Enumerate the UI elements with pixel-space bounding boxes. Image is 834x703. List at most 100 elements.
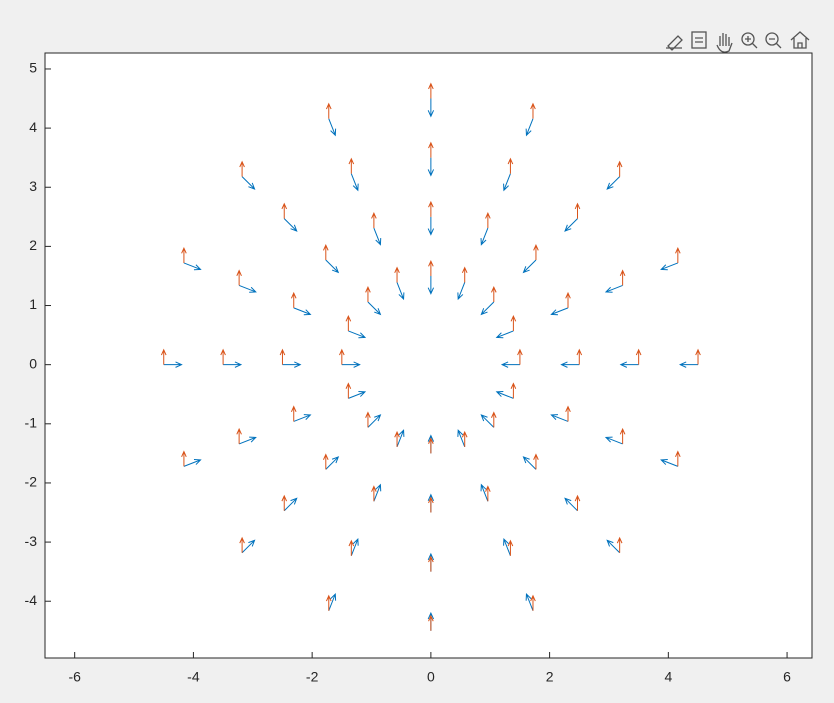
x-tick-label: 6	[783, 669, 791, 685]
arrow	[485, 212, 491, 229]
arrow	[241, 176, 256, 190]
arrow	[394, 430, 400, 447]
arrow	[325, 594, 332, 611]
arrow	[348, 157, 355, 174]
arrow	[293, 414, 312, 422]
arrow	[348, 539, 355, 556]
arrow	[339, 348, 345, 365]
brush-tool[interactable]	[666, 35, 683, 51]
arrow	[574, 202, 581, 219]
arrow	[220, 348, 226, 365]
arrow	[293, 307, 312, 316]
arrow	[223, 361, 243, 368]
arrow	[348, 330, 367, 339]
arrow	[323, 243, 329, 260]
arrow	[428, 496, 434, 513]
arrow	[350, 537, 359, 556]
arrow	[619, 269, 626, 286]
arrow	[616, 536, 623, 553]
arrow	[371, 212, 377, 229]
arrow	[428, 82, 434, 99]
arrow	[238, 436, 257, 445]
arrow	[428, 259, 434, 276]
arrow	[574, 494, 581, 511]
arrow	[236, 269, 242, 286]
arrow	[675, 450, 681, 467]
arrow	[491, 411, 497, 428]
x-tick-label: 2	[546, 669, 554, 685]
arrow	[480, 301, 495, 316]
arrow	[396, 429, 405, 448]
arrow	[565, 291, 571, 308]
arrow	[283, 218, 298, 232]
arrow	[279, 348, 286, 365]
arrow	[530, 594, 536, 611]
arrow	[565, 405, 571, 422]
arrow	[290, 405, 297, 422]
arrow	[163, 361, 183, 368]
arrow	[635, 348, 642, 365]
arrow	[328, 592, 337, 611]
arrow	[239, 160, 245, 177]
arrow	[495, 391, 514, 399]
arrow	[480, 483, 489, 502]
arrow	[283, 497, 298, 512]
y-tick-label: 3	[29, 178, 37, 194]
arrow	[373, 483, 382, 502]
arrow	[282, 361, 302, 368]
arrow	[564, 497, 578, 512]
arrow	[525, 592, 534, 611]
x-tick-label: 4	[664, 669, 672, 685]
axes-box	[44, 52, 813, 659]
arrow	[427, 216, 435, 236]
zoom-in-tool[interactable]	[741, 32, 758, 49]
arrow	[564, 218, 578, 232]
arrow	[427, 275, 435, 295]
datatip-tool[interactable]	[691, 31, 707, 49]
arrow	[550, 414, 569, 422]
arrow	[367, 301, 382, 316]
arrow	[533, 453, 539, 470]
arrow	[345, 382, 352, 399]
arrow	[507, 539, 514, 556]
arrow	[616, 160, 623, 177]
y-tick-label: -1	[25, 415, 38, 431]
arrow	[239, 536, 245, 553]
arrow	[461, 430, 468, 447]
arrow	[604, 284, 623, 293]
arrow	[606, 176, 621, 190]
arrow	[348, 391, 367, 399]
arrow	[160, 348, 167, 365]
arrow	[328, 118, 337, 137]
arrow	[181, 246, 187, 263]
plot-area	[45, 53, 812, 658]
arrow	[461, 266, 468, 283]
arrow	[619, 361, 639, 368]
arrow	[427, 98, 435, 118]
zoom-out-tool[interactable]	[765, 32, 782, 49]
arrow	[510, 382, 517, 399]
x-tick-label: -6	[68, 669, 81, 685]
pan-tool[interactable]	[716, 33, 733, 53]
arrow	[394, 266, 400, 283]
arrow	[183, 459, 202, 467]
y-tick-label: 1	[29, 296, 37, 312]
arrow	[510, 314, 517, 331]
home-tool[interactable]	[790, 31, 810, 49]
arrow	[365, 285, 371, 302]
arrow	[457, 429, 466, 448]
arrow	[576, 348, 583, 365]
y-tick-label: 5	[29, 60, 37, 76]
arrow	[675, 246, 681, 263]
arrow	[503, 537, 511, 556]
arrow	[281, 494, 288, 511]
arrow	[457, 282, 466, 301]
arrow	[550, 307, 569, 316]
arrow	[350, 173, 359, 192]
arrow	[428, 614, 434, 631]
arrow	[660, 459, 679, 467]
arrow	[485, 485, 491, 502]
arrow	[604, 436, 623, 445]
